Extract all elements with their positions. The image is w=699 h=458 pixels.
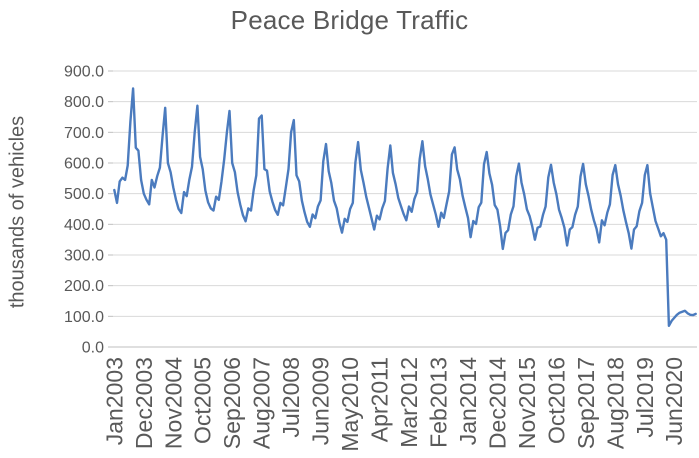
- y-tick-label: 100.0: [64, 309, 104, 326]
- y-tick-label: 500.0: [64, 186, 104, 203]
- x-tick-label: Oct2016: [543, 357, 569, 444]
- x-tick-label: Nov2015: [514, 357, 540, 449]
- x-tick-label: Sep2017: [573, 357, 599, 449]
- x-tick-label: Jun2009: [308, 357, 334, 445]
- x-tick-label: Aug2018: [602, 357, 628, 449]
- x-tick-label: Jan2003: [101, 357, 127, 445]
- x-tick-label: Apr2011: [367, 357, 393, 442]
- x-tick-label: Nov2004: [160, 357, 186, 449]
- x-tick-label: Jul2019: [632, 357, 658, 438]
- y-tick-label: 0.0: [82, 340, 104, 357]
- y-tick-label: 700.0: [64, 125, 104, 142]
- x-tick-label: Sep2006: [219, 357, 245, 449]
- x-tick-label: Aug2007: [249, 357, 275, 449]
- x-tick-label: Dec2014: [484, 357, 510, 449]
- y-tick-label: 600.0: [64, 156, 104, 173]
- x-tick-label: Oct2005: [190, 357, 216, 444]
- y-tick-label: 200.0: [64, 278, 104, 295]
- y-tick-label: 300.0: [64, 248, 104, 265]
- x-tick-label: Feb2013: [425, 357, 451, 448]
- y-tick-label: 900.0: [64, 64, 104, 81]
- traffic-series-line: [113, 87, 697, 327]
- x-tick-label: Dec2003: [131, 357, 157, 449]
- x-tick-label: Jan2014: [455, 357, 481, 445]
- x-tick-label: Mar2012: [396, 357, 422, 448]
- x-tick-label: May2010: [337, 357, 363, 452]
- chart-title: Peace Bridge Traffic: [230, 5, 469, 35]
- x-tick-label: Jun2020: [661, 357, 687, 445]
- y-tick-label: 800.0: [64, 94, 104, 111]
- y-tick-label: 400.0: [64, 217, 104, 234]
- x-tick-label: Jul2008: [278, 357, 304, 438]
